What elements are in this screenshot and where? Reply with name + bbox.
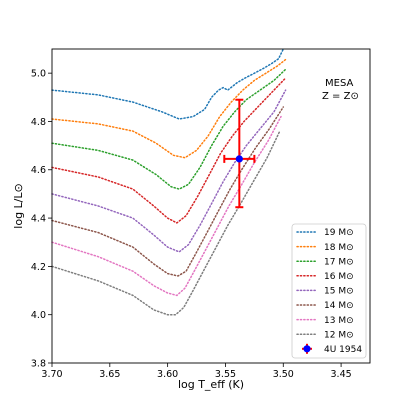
series-line-5 [51, 89, 287, 253]
series-lines [51, 48, 288, 316]
y-tick-label: 4.6 [31, 165, 46, 176]
legend-label: 19 M⊙ [324, 228, 354, 238]
y-tick-label: 4.0 [31, 310, 46, 321]
series-line-4 [51, 77, 287, 224]
legend: 19 M⊙ 18 M⊙ 17 M⊙ 16 M⊙ 15 M⊙ 14 M⊙ 13 M⊙ 12 M⊙… [291, 223, 367, 359]
legend-label-observation: 4U 1954 [324, 345, 362, 355]
y-tick-label: 4.2 [31, 262, 46, 273]
legend-box [291, 223, 367, 359]
y-tick-label: 4.8 [31, 117, 46, 128]
observation-marker [235, 155, 243, 163]
x-tick-label: 3.45 [331, 369, 352, 380]
plot-frame [51, 48, 371, 364]
y-tick-label: 5.0 [31, 69, 46, 80]
legend-label: 12 M⊙ [324, 330, 354, 340]
legend-label: 16 M⊙ [324, 272, 354, 282]
series-line-1 [51, 48, 285, 120]
y-axis-label: log L/L⊙ [12, 183, 25, 228]
x-tick-label: 3.70 [41, 369, 62, 380]
x-tick-label: 3.65 [99, 369, 120, 380]
x-axis-ticks: 3.70 3.65 3.60 3.55 3.50 3.45 [41, 363, 352, 380]
series-line-7 [51, 115, 282, 297]
legend-label: 14 M⊙ [324, 301, 354, 311]
legend-label: 17 M⊙ [324, 257, 354, 267]
y-axis-ticks: 3.8 4.0 4.2 4.4 4.6 4.8 5.0 [31, 69, 52, 369]
series-line-2 [51, 57, 288, 159]
annotation-model: MESA [325, 78, 353, 89]
legend-label: 13 M⊙ [324, 316, 354, 326]
series-line-3 [51, 67, 288, 190]
annotation-metallicity: Z = Z⊙ [322, 91, 359, 102]
series-line-8 [51, 130, 281, 316]
legend-obs-marker [303, 345, 311, 353]
x-tick-label: 3.60 [157, 369, 178, 380]
x-tick-label: 3.55 [215, 369, 236, 380]
observation-point [223, 98, 256, 209]
legend-label: 15 M⊙ [324, 287, 354, 297]
series-line-6 [51, 106, 285, 277]
x-tick-label: 3.50 [273, 369, 294, 380]
x-axis-label: log T_eff (K) [178, 378, 244, 391]
legend-label: 18 M⊙ [324, 243, 354, 253]
y-tick-label: 4.4 [31, 213, 46, 224]
y-tick-label: 3.8 [31, 358, 46, 369]
